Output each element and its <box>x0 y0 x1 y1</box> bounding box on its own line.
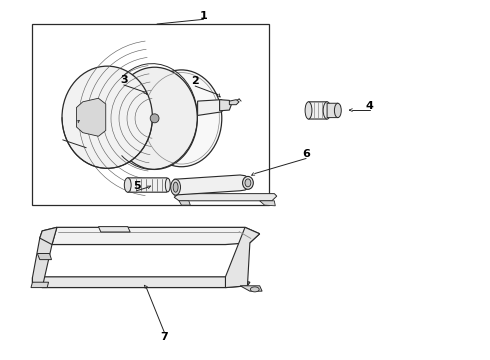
Polygon shape <box>229 100 239 105</box>
Polygon shape <box>240 286 262 291</box>
Ellipse shape <box>124 178 131 192</box>
Text: 7: 7 <box>161 332 168 342</box>
Ellipse shape <box>165 178 170 192</box>
Ellipse shape <box>334 103 341 118</box>
Polygon shape <box>40 227 57 244</box>
Text: 4: 4 <box>366 102 373 112</box>
Ellipse shape <box>112 67 197 170</box>
Ellipse shape <box>245 179 251 187</box>
Polygon shape <box>309 102 328 119</box>
Ellipse shape <box>171 179 180 195</box>
Polygon shape <box>32 227 57 288</box>
Polygon shape <box>31 282 49 288</box>
Ellipse shape <box>250 287 259 292</box>
Polygon shape <box>98 226 130 232</box>
Ellipse shape <box>150 114 159 123</box>
Ellipse shape <box>141 70 222 167</box>
Ellipse shape <box>243 176 253 189</box>
Text: 3: 3 <box>120 75 127 85</box>
Polygon shape <box>171 175 250 195</box>
Polygon shape <box>76 98 106 136</box>
Polygon shape <box>179 201 190 205</box>
Polygon shape <box>32 277 250 288</box>
Text: 6: 6 <box>302 149 310 159</box>
Polygon shape <box>327 103 340 118</box>
Polygon shape <box>125 178 169 192</box>
Ellipse shape <box>305 102 312 119</box>
Polygon shape <box>40 227 260 244</box>
Text: 2: 2 <box>191 76 199 86</box>
Ellipse shape <box>173 182 178 192</box>
Text: 1: 1 <box>199 11 207 21</box>
Polygon shape <box>220 100 231 111</box>
Polygon shape <box>260 201 275 206</box>
Polygon shape <box>225 227 260 288</box>
Text: 5: 5 <box>133 181 140 192</box>
Polygon shape <box>37 253 51 260</box>
Ellipse shape <box>62 66 152 168</box>
Polygon shape <box>174 194 277 201</box>
Bar <box>32 24 270 205</box>
Ellipse shape <box>323 102 331 119</box>
Polygon shape <box>197 100 224 116</box>
